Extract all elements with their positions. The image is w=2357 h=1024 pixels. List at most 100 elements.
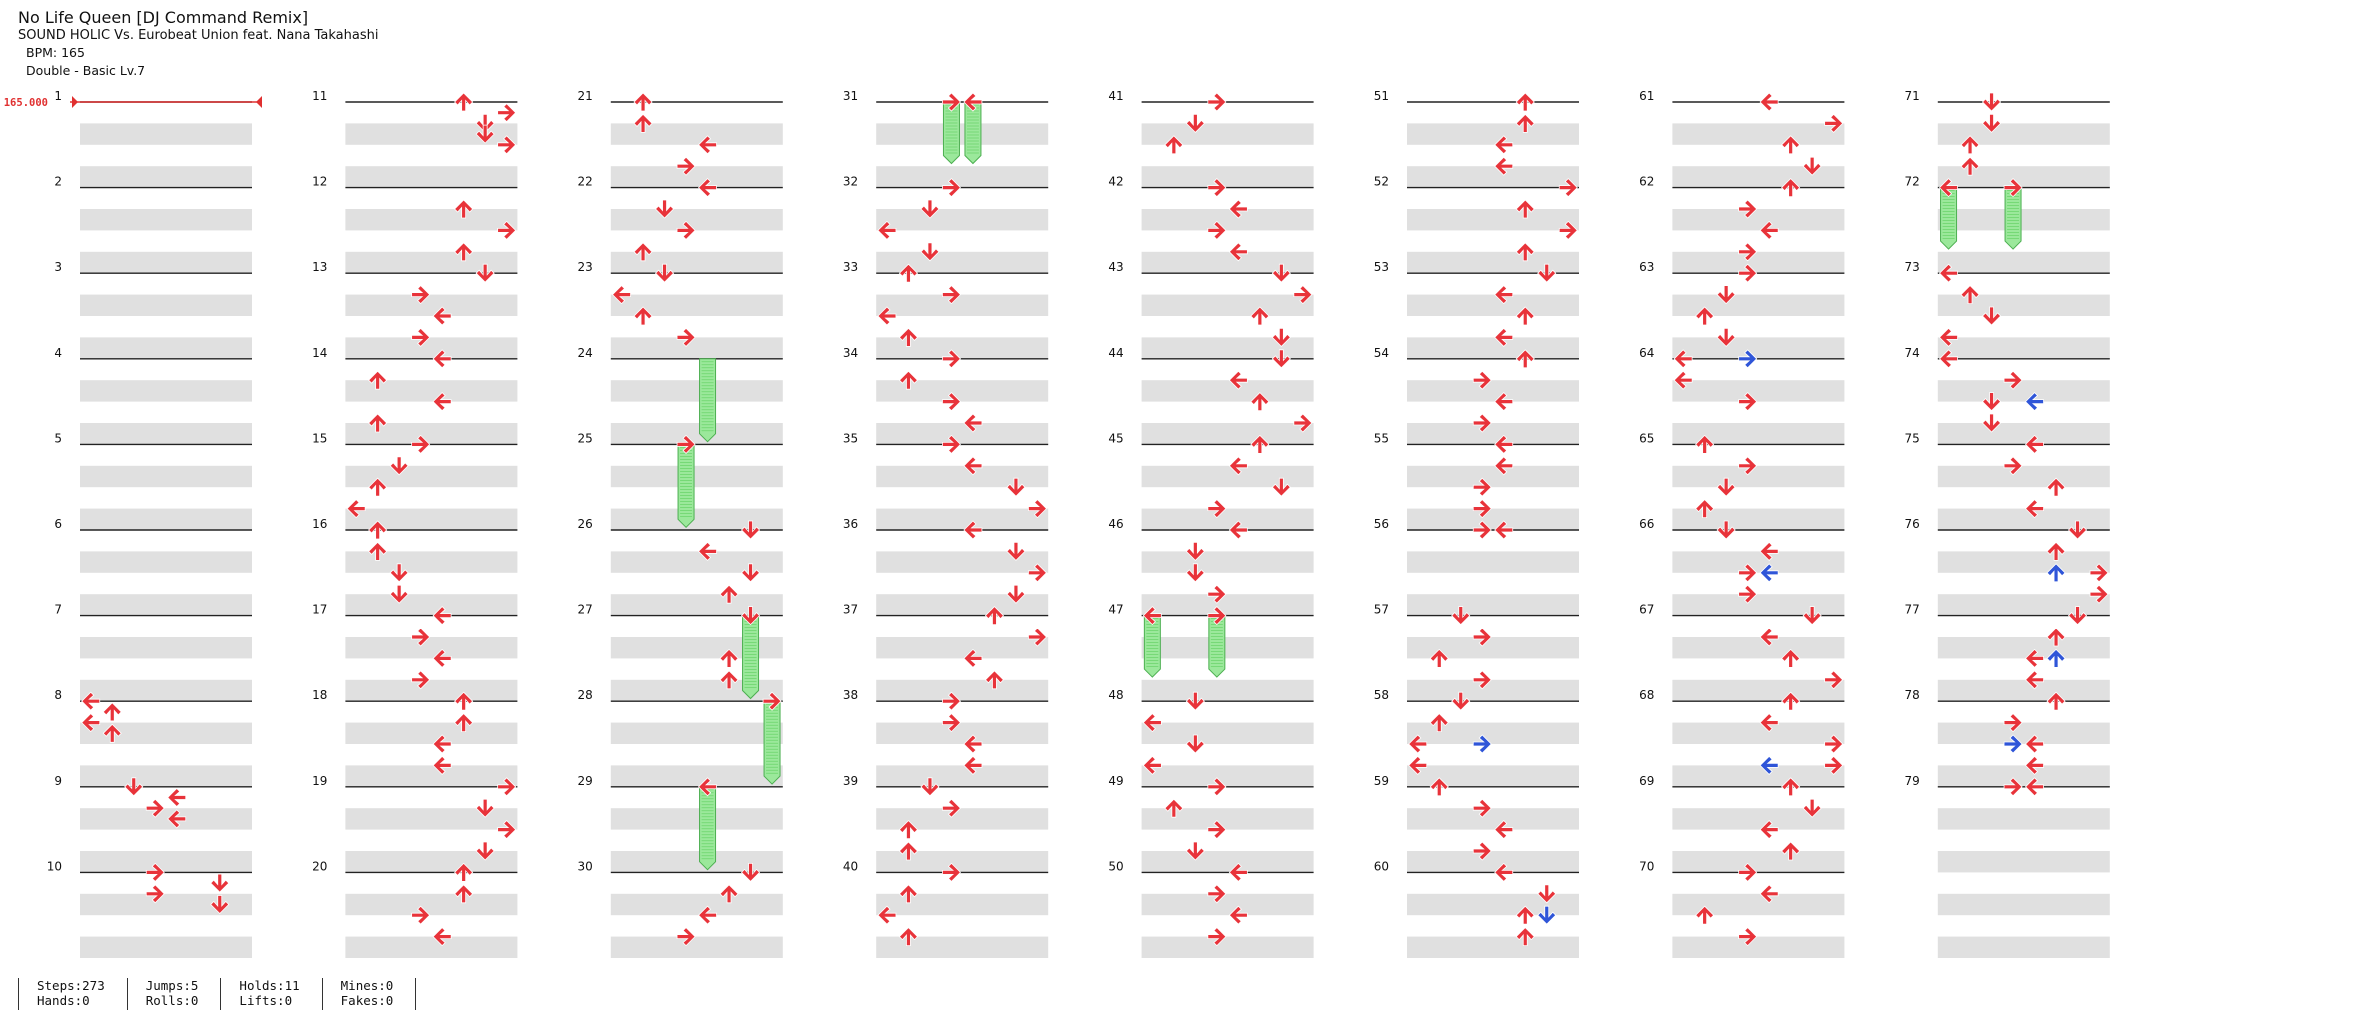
right-arrow-icon bbox=[942, 434, 962, 454]
right-arrow-icon bbox=[497, 220, 517, 240]
down-arrow-icon bbox=[1781, 841, 1801, 861]
measure-band bbox=[1141, 166, 1314, 188]
measure-band bbox=[1672, 423, 1845, 445]
stat-group-holds: Holds:11 Lifts:0 bbox=[220, 978, 321, 1010]
measure-band bbox=[1141, 251, 1314, 274]
measure-band bbox=[1672, 765, 1845, 787]
measure-number: 36 bbox=[843, 517, 858, 531]
down-arrow-icon bbox=[719, 670, 739, 690]
down-arrow-icon bbox=[1164, 798, 1184, 818]
measure-number: 53 bbox=[1374, 260, 1389, 274]
measure-number: 29 bbox=[578, 774, 593, 788]
measure-band bbox=[1672, 123, 1845, 145]
measure-band bbox=[1141, 594, 1314, 616]
left-arrow-icon bbox=[1408, 755, 1428, 775]
up-arrow-icon bbox=[1981, 413, 2002, 433]
measure-number: 12 bbox=[312, 175, 327, 189]
left-arrow-icon bbox=[1759, 627, 1779, 647]
right-arrow-icon bbox=[1207, 220, 1227, 240]
down-arrow-icon bbox=[1250, 434, 1270, 454]
measure-band bbox=[1407, 808, 1579, 830]
left-arrow-icon bbox=[1759, 713, 1779, 733]
measure-band bbox=[1672, 251, 1845, 274]
measure-band bbox=[345, 893, 518, 916]
stat-rolls: Rolls:0 bbox=[145, 993, 199, 1008]
measure-band bbox=[610, 637, 783, 659]
measure-band bbox=[610, 209, 783, 231]
measure-number: 5 bbox=[54, 431, 62, 445]
measure-band bbox=[1672, 808, 1845, 830]
left-arrow-icon bbox=[1228, 520, 1248, 540]
up-arrow-icon bbox=[740, 563, 761, 583]
measure-band bbox=[80, 765, 252, 787]
stat-group-steps: Steps:273 Hands:0 bbox=[18, 978, 127, 1010]
left-arrow-icon bbox=[432, 606, 452, 626]
right-arrow-icon bbox=[1472, 734, 1492, 754]
right-arrow-icon bbox=[1207, 884, 1227, 904]
measure-band bbox=[1407, 637, 1579, 659]
up-arrow-icon bbox=[1185, 734, 1205, 754]
measure-band bbox=[1141, 294, 1314, 316]
down-arrow-icon bbox=[719, 884, 739, 904]
measure-band bbox=[80, 166, 252, 188]
measure-number: 51 bbox=[1374, 89, 1389, 103]
right-arrow-icon bbox=[1472, 370, 1492, 390]
measure-number: 73 bbox=[1905, 260, 1920, 274]
song-header: No Life Queen [DJ Command Remix] SOUND H… bbox=[18, 8, 378, 80]
down-arrow-icon bbox=[633, 113, 653, 133]
measure-band bbox=[1407, 679, 1579, 702]
measure-band bbox=[80, 936, 252, 958]
left-arrow-icon bbox=[611, 285, 631, 305]
measure-number: 44 bbox=[1108, 346, 1123, 360]
measure-number: 69 bbox=[1639, 774, 1654, 788]
down-arrow-icon bbox=[1781, 135, 1801, 155]
up-arrow-icon bbox=[920, 242, 940, 262]
measure-number: 33 bbox=[843, 260, 858, 274]
measure-band bbox=[1672, 679, 1845, 702]
up-arrow-icon bbox=[1271, 263, 1291, 283]
measure-band bbox=[1141, 893, 1314, 916]
measure-band bbox=[1407, 465, 1579, 488]
measure-band bbox=[1937, 679, 2110, 702]
measure-band bbox=[1937, 423, 2110, 445]
left-arrow-icon bbox=[2024, 392, 2044, 412]
stat-mines: Mines:0 bbox=[340, 978, 394, 993]
down-arrow-icon bbox=[1250, 392, 1270, 412]
down-arrow-icon bbox=[898, 841, 919, 861]
left-arrow-icon bbox=[697, 541, 717, 561]
left-arrow-icon bbox=[1228, 905, 1248, 925]
measure-number: 72 bbox=[1905, 175, 1920, 189]
measure-number: 11 bbox=[312, 89, 327, 103]
measure-band bbox=[80, 679, 252, 702]
left-arrow-icon bbox=[1228, 862, 1248, 882]
measure-number: 45 bbox=[1108, 431, 1123, 445]
measure-number: 40 bbox=[843, 859, 858, 873]
measure-band bbox=[345, 508, 518, 530]
measure-band bbox=[80, 722, 252, 744]
down-arrow-icon bbox=[2046, 648, 2066, 668]
left-arrow-icon bbox=[1408, 734, 1428, 754]
left-arrow-icon bbox=[697, 777, 717, 797]
measure-band bbox=[345, 337, 518, 359]
left-arrow-icon bbox=[963, 755, 983, 775]
stat-fakes: Fakes:0 bbox=[340, 993, 394, 1008]
left-arrow-icon bbox=[963, 456, 983, 476]
up-arrow-icon bbox=[2067, 520, 2088, 540]
measure-band bbox=[1672, 294, 1845, 316]
down-arrow-icon bbox=[633, 242, 653, 262]
measure-band bbox=[610, 423, 783, 445]
right-arrow-icon bbox=[411, 285, 431, 305]
up-arrow-icon bbox=[1451, 691, 1471, 711]
measure-number: 43 bbox=[1108, 260, 1123, 274]
down-arrow-icon bbox=[368, 541, 388, 561]
down-arrow-icon bbox=[1781, 691, 1801, 711]
up-arrow-icon bbox=[920, 199, 940, 219]
down-arrow-icon bbox=[719, 584, 739, 604]
right-arrow-icon bbox=[1738, 563, 1758, 583]
left-arrow-icon bbox=[167, 809, 187, 829]
measure-number: 62 bbox=[1639, 175, 1654, 189]
stat-hands: Hands:0 bbox=[37, 993, 90, 1008]
right-arrow-icon bbox=[1738, 927, 1758, 947]
measure-number: 4 bbox=[54, 346, 62, 360]
measure-number: 67 bbox=[1639, 603, 1654, 617]
